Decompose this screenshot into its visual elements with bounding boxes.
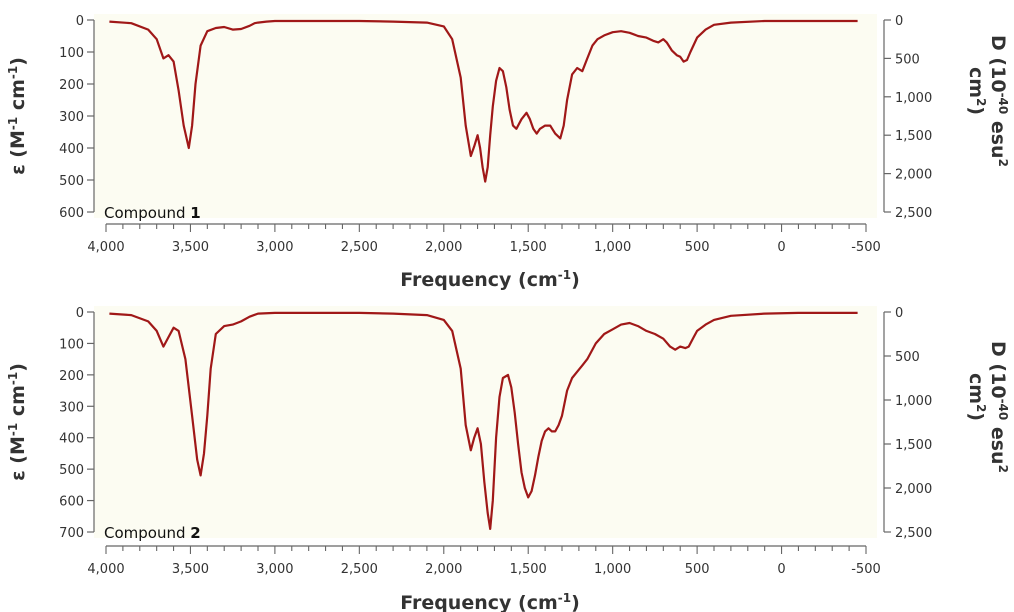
x-axis-title: Frequency (cm-1) — [400, 591, 580, 612]
y-left-tick-label: 300 — [59, 400, 84, 415]
compound-label: Compound 1 — [104, 204, 201, 222]
x-tick-label: 3,500 — [172, 240, 209, 255]
y-left-tick-label: 500 — [59, 174, 84, 189]
y-axis-left-title: ε (M-1 cm-1) — [6, 363, 29, 481]
x-tick-label: 4,000 — [87, 562, 124, 577]
y-right-tick-label: 2,500 — [895, 206, 932, 221]
x-tick-label: 1,500 — [510, 562, 547, 577]
y-axis-right: 0 500 1,000 1,500 2,000 2,500 — [883, 306, 932, 541]
y-right-tick-label: 1,500 — [895, 438, 932, 453]
x-tick-label: 2,500 — [341, 562, 378, 577]
y-left-tick-label: 600 — [59, 495, 84, 510]
y-right-tick-label: 0 — [895, 14, 903, 29]
y-axis-right-title-line2: cm2) — [965, 67, 988, 115]
x-tick-label: 3,000 — [256, 562, 293, 577]
y-axis-left: 0 100 200 300 400 500 600 — [59, 14, 95, 221]
x-tick-label: -500 — [851, 562, 881, 577]
x-tick-label: 1,000 — [594, 562, 631, 577]
y-right-tick-label: 1,500 — [895, 129, 932, 144]
x-tick-label: 1,500 — [510, 240, 547, 255]
x-axis-title: Frequency (cm-1) — [400, 268, 580, 291]
x-tick-label: 2,500 — [341, 240, 378, 255]
x-tick-label: 3,000 — [256, 240, 293, 255]
y-left-tick-label: 300 — [59, 110, 84, 125]
chart-panel-compound-2: 0 100 200 300 400 500 600 700 0 500 1,000 1,500 2,0… — [6, 306, 1010, 612]
y-left-tick-label: 0 — [76, 306, 84, 321]
y-left-tick-label: 0 — [76, 14, 84, 29]
x-axis: 4,000 3,500 3,000 2,500 2,000 1,500 1,000 500 0 -… — [87, 223, 881, 255]
x-tick-label: 500 — [685, 240, 710, 255]
y-left-tick-label: 100 — [59, 46, 84, 61]
spectrum-line — [109, 19, 858, 183]
y-left-tick-label: 400 — [59, 142, 84, 157]
y-axis-left-title: ε (M-1 cm-1) — [6, 57, 29, 175]
plot-area — [94, 14, 877, 218]
spectrum-line — [109, 311, 858, 530]
x-tick-label: 3,500 — [172, 562, 209, 577]
plot-area — [94, 306, 877, 538]
y-left-tick-label: 100 — [59, 337, 84, 352]
y-axis-right-title-line1: D (10-40 esu2 — [987, 341, 1010, 473]
y-right-tick-label: 2,000 — [895, 482, 932, 497]
y-right-tick-label: 2,500 — [895, 526, 932, 541]
chart-panel-compound-1: 0 100 200 300 400 500 600 0 500 1,000 1,500 2,000 2… — [6, 14, 1010, 291]
y-left-tick-label: 400 — [59, 432, 84, 447]
y-right-tick-label: 0 — [895, 306, 903, 321]
x-tick-label: 2,000 — [425, 562, 462, 577]
y-left-tick-label: 200 — [59, 369, 84, 384]
y-axis-right: 0 500 1,000 1,500 2,000 2,500 — [883, 14, 932, 221]
y-right-tick-label: 1,000 — [895, 91, 932, 106]
y-right-tick-label: 500 — [895, 52, 920, 67]
x-tick-label: 2,000 — [425, 240, 462, 255]
y-axis-right-title-line2: cm2) — [965, 373, 988, 421]
y-right-tick-label: 500 — [895, 350, 920, 365]
y-axis-left: 0 100 200 300 400 500 600 700 — [59, 306, 95, 541]
y-right-tick-label: 2,000 — [895, 168, 932, 183]
x-tick-label: 500 — [685, 562, 710, 577]
x-tick-label: 0 — [777, 240, 785, 255]
y-axis-right-title-line1: D (10-40 esu2 — [987, 35, 1010, 167]
compound-label: Compound 2 — [104, 524, 201, 542]
y-left-tick-label: 700 — [59, 526, 84, 541]
x-tick-label: 0 — [777, 562, 785, 577]
y-left-tick-label: 600 — [59, 206, 84, 221]
x-tick-label: 4,000 — [87, 240, 124, 255]
x-tick-label: 1,000 — [594, 240, 631, 255]
y-right-tick-label: 1,000 — [895, 394, 932, 409]
y-left-tick-label: 200 — [59, 78, 84, 93]
y-left-tick-label: 500 — [59, 463, 84, 478]
x-axis: 4,000 3,500 3,000 2,500 2,000 1,500 1,000 500 0 -… — [87, 545, 881, 577]
x-tick-label: -500 — [851, 240, 881, 255]
